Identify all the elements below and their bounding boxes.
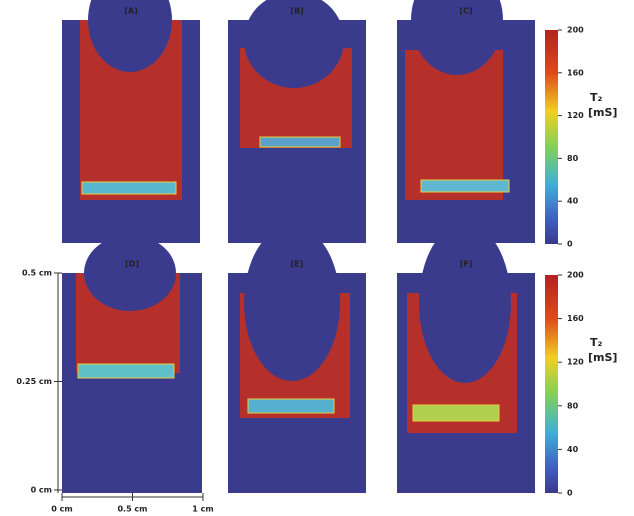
colorbar-tick-label: 40 bbox=[567, 445, 579, 454]
colorbar-title: T₂ bbox=[590, 91, 603, 104]
y-axis-label: 0 cm bbox=[31, 486, 52, 495]
map-band bbox=[260, 137, 340, 147]
map-band bbox=[413, 405, 499, 421]
map-band bbox=[82, 182, 176, 194]
panel-label: [D] bbox=[125, 260, 139, 269]
map-band bbox=[78, 364, 174, 378]
panels bbox=[54, 0, 562, 501]
x-axis-label: 1 cm bbox=[192, 505, 213, 514]
x-axis-label: 0 cm bbox=[51, 505, 72, 514]
colorbar-tick-label: 200 bbox=[567, 26, 584, 35]
colorbar-tick-label: 80 bbox=[567, 401, 579, 410]
panel-label: [C] bbox=[459, 7, 472, 16]
colorbar bbox=[545, 275, 558, 493]
colorbar-tick-label: 160 bbox=[567, 314, 584, 323]
panel-label: [F] bbox=[460, 260, 473, 269]
y-axis-label: 0.5 cm bbox=[22, 269, 52, 278]
colorbar-unit: [mS] bbox=[588, 351, 617, 364]
map-cutout bbox=[84, 235, 176, 311]
colorbar-tick-label: 160 bbox=[567, 68, 584, 77]
figure: [A] [B] [C] [D] [E] [F] 200 160 120 80 40 0 T₂ [mS] 20… bbox=[0, 0, 634, 516]
map-cutout bbox=[244, 225, 340, 381]
colorbar-unit: [mS] bbox=[588, 106, 617, 119]
colorbar-title: T₂ bbox=[590, 336, 603, 349]
panel-label: [B] bbox=[290, 7, 303, 16]
colorbar-tick-label: 120 bbox=[567, 111, 584, 120]
map-cutout bbox=[419, 223, 511, 383]
colorbar-tick-label: 200 bbox=[567, 271, 584, 280]
colorbar-tick-label: 40 bbox=[567, 197, 579, 206]
map-band bbox=[421, 180, 509, 192]
colorbar-tick-label: 120 bbox=[567, 358, 584, 367]
colorbar bbox=[545, 30, 558, 244]
panel-label: [A] bbox=[124, 7, 138, 16]
colorbar-tick-label: 80 bbox=[567, 154, 579, 163]
colorbar-tick-label: 0 bbox=[567, 240, 573, 249]
panel-label: [E] bbox=[291, 260, 304, 269]
map-band bbox=[248, 399, 334, 413]
y-axis-label: 0.25 cm bbox=[16, 377, 52, 386]
colorbar-tick-label: 0 bbox=[567, 489, 573, 498]
x-axis-label: 0.5 cm bbox=[117, 505, 147, 514]
